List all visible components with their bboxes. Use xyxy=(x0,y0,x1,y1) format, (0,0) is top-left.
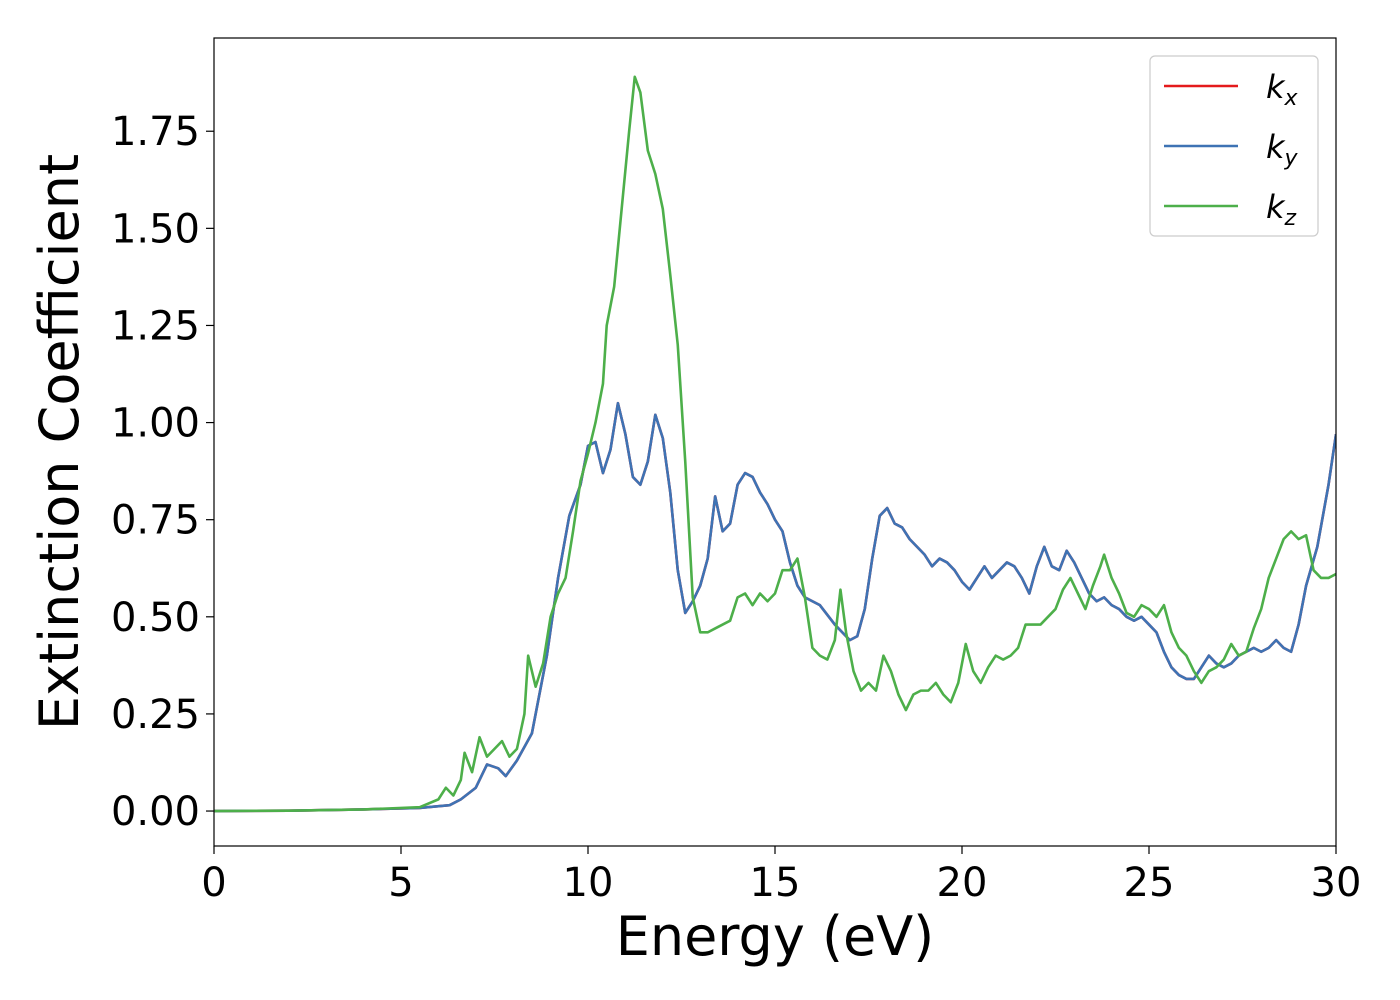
y-tick-label: 1.75 xyxy=(111,109,200,155)
legend-label-k-z: kz xyxy=(1266,188,1297,231)
x-tick-label: 25 xyxy=(1124,860,1175,906)
y-axis-title: Extinction Coefficient xyxy=(28,154,91,730)
legend: kx ky kz xyxy=(1149,55,1319,237)
x-tick-label: 10 xyxy=(563,860,614,906)
y-tick-label: 0.00 xyxy=(111,789,200,835)
x-tick-label: 30 xyxy=(1311,860,1362,906)
x-tick-label: 15 xyxy=(750,860,801,906)
x-tick-label: 5 xyxy=(388,860,413,906)
y-tick-label: 1.00 xyxy=(111,401,200,447)
y-tick-label: 1.50 xyxy=(111,206,200,252)
x-axis-title: Energy (eV) xyxy=(616,905,935,968)
series-line-k-z xyxy=(214,75,1336,813)
y-tick-label: 0.75 xyxy=(111,498,200,544)
x-tick-label: 20 xyxy=(937,860,988,906)
y-tick-label: 1.25 xyxy=(111,303,200,349)
y-axis: 0.00 0.25 0.50 0.75 1.00 1.25 1.50 1.75 xyxy=(111,109,214,835)
legend-label-k-x: kx xyxy=(1266,68,1299,111)
series-layer xyxy=(214,75,1336,813)
y-tick-label: 0.25 xyxy=(111,692,200,738)
x-axis: 0 5 10 15 20 25 30 xyxy=(201,846,1361,906)
x-tick-label: 0 xyxy=(201,860,226,906)
series-line-k-y xyxy=(214,401,1336,813)
y-tick-label: 0.50 xyxy=(111,595,200,641)
legend-label-k-y: ky xyxy=(1266,128,1299,171)
